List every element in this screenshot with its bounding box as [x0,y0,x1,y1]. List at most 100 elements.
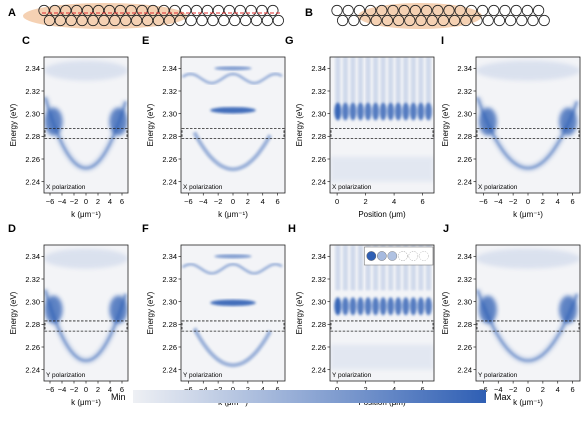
continuum-stripe [357,245,363,291]
ring-resonator [454,4,466,17]
x-axis-label: Position (μm) [358,210,406,219]
x-tick-label: 0 [231,197,235,206]
ring-resonator [499,4,511,17]
ring-resonator [516,14,528,27]
y-axis-label: Energy (eV) [146,103,155,146]
ring-resonator [120,14,132,27]
ring-resonator [493,14,505,27]
flat-band [210,299,256,306]
y-tick-label: 2.28 [162,320,177,329]
localized-mode [387,297,395,316]
panel-letter: J [443,223,449,235]
upper-band [476,60,580,81]
continuum-stripe [373,57,379,103]
x-tick-label: 0 [231,385,235,394]
x-tick-label: 0 [84,385,88,394]
ring-resonator [381,14,393,27]
resonator-chain-a [38,4,284,27]
localized-mode [356,297,364,316]
ring-resonator [465,4,477,17]
y-tick-label: 2.28 [311,320,326,329]
ring-resonator [376,4,388,17]
inset-ring [387,251,398,261]
x-tick-label: 2 [541,385,545,394]
inset-ring [376,251,387,261]
ring-resonator [98,14,110,27]
dispersion-band-core [476,289,578,362]
x-tick-label: −6 [184,197,193,206]
panel-letter: C [22,35,30,47]
x-tick-label: 6 [421,385,425,394]
y-tick-label: 2.26 [311,343,326,352]
localized-mode [349,297,357,316]
y-tick-label: 2.30 [162,297,177,306]
y-tick-label: 2.26 [25,343,40,352]
edge-lobe [478,107,497,136]
y-tick-label: 2.28 [457,320,472,329]
polarization-label: X polarization [478,184,518,191]
y-axis-label: Energy (eV) [441,291,450,334]
edge-lobe [109,107,128,136]
x-tick-label: 2 [246,197,250,206]
panel-letter: G [285,35,294,47]
ring-resonator [229,14,241,27]
localized-mode [394,297,402,316]
panel-letter: I [441,35,444,47]
x-tick-label: 4 [556,385,560,394]
continuum-stripe [410,57,416,103]
y-tick-label: 2.30 [457,109,472,118]
localized-mode [424,297,432,316]
edge-lobe [44,295,63,324]
y-tick-label: 2.26 [311,155,326,164]
ring-resonator [65,14,77,27]
continuum-stripe [380,57,386,103]
ring-resonator [510,4,522,17]
intensity-map [330,245,434,370]
x-tick-label: 4 [108,197,112,206]
ring-resonator [404,14,416,27]
localized-mode [364,102,372,121]
ring-resonator [92,4,105,17]
y-tick-label: 2.32 [25,87,40,96]
ring-resonator [448,14,461,27]
continuum-stripe [342,245,348,291]
upper-band [44,248,128,269]
x-tick-label: 2 [96,197,100,206]
x-tick-label: 6 [120,197,124,206]
x-tick-label: 4 [108,385,112,394]
ring-resonator [532,4,545,17]
x-tick-label: −6 [46,197,55,206]
y-tick-label: 2.32 [457,275,472,284]
x-tick-label: 2 [541,197,545,206]
intensity-map [476,60,580,171]
ring-resonator [87,14,99,27]
panel-i: I 2.24 2.26 2.28 2.30 2.32 2.34 −6 −4 −2 0 2 4 6 k (μm… [441,35,581,219]
ring-resonator [212,4,224,17]
ring-resonator [538,14,550,27]
upper-flat-band [214,254,252,259]
y-tick-label: 2.34 [457,252,472,261]
ring-resonator [207,14,219,27]
upper-band [476,248,580,269]
plot-frame [329,244,435,382]
highlight-region [23,3,187,29]
x-tick-label: −4 [58,385,67,394]
panel-letter: E [142,35,149,47]
x-axis-label: k (μm⁻¹) [513,210,543,219]
x-tick-label: 0 [335,197,339,206]
y-tick-label: 2.24 [311,365,326,374]
continuum-stripe [395,57,401,103]
ring-resonator [109,14,121,27]
continuum-stripe [373,245,379,291]
plot-area [181,57,285,193]
colorbar-max-label: Max [494,392,512,402]
y-tick-label: 2.26 [25,155,40,164]
ring-resonator [82,4,94,17]
y-tick-label: 2.28 [162,132,177,141]
panel-c: C 2.24 2.26 2.28 2.30 2.32 2.34 −6 −4 −2 0 2 4 6 k (μm… [9,35,129,219]
ring-resonator [460,14,472,27]
y-tick-label: 2.26 [162,155,177,164]
ring-resonator [38,4,50,17]
y-tick-label: 2.32 [311,87,326,96]
